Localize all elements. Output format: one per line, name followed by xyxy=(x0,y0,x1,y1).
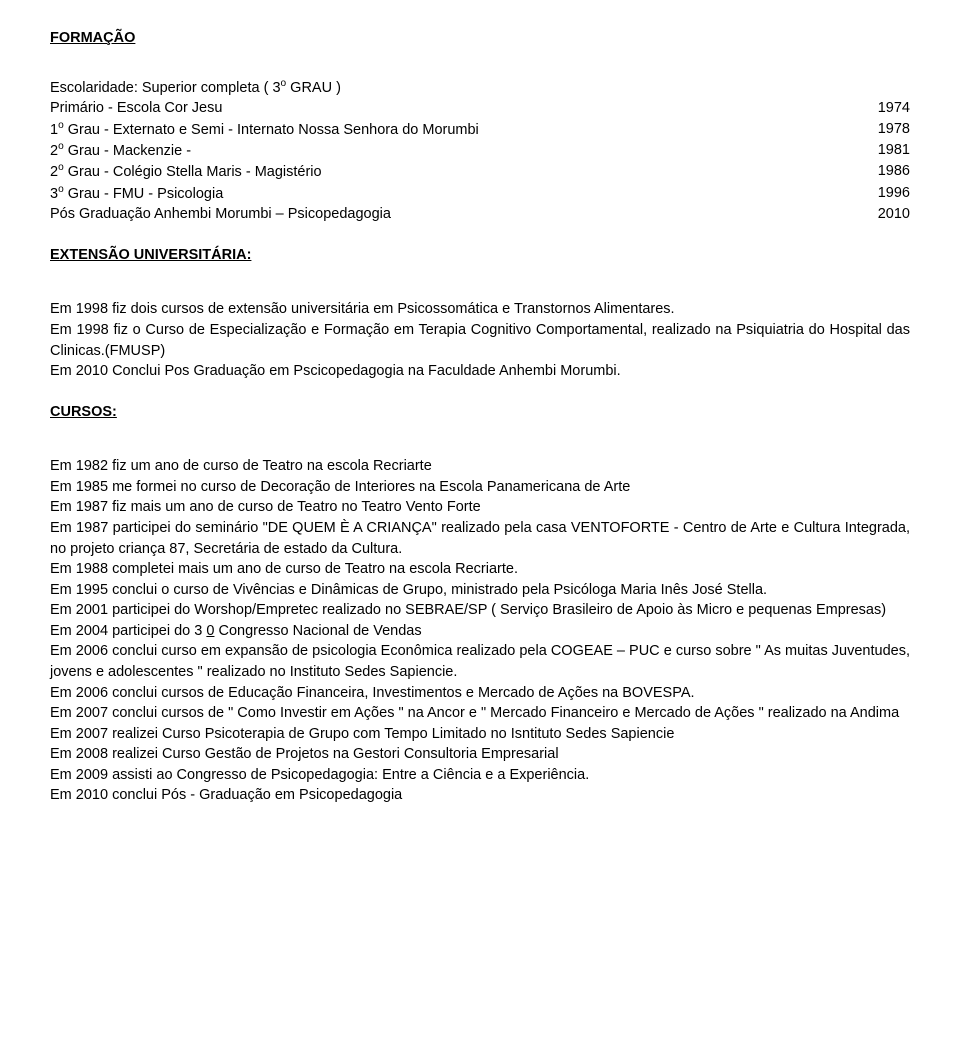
cursos-title: CURSOS: xyxy=(50,402,910,423)
formacao-row: 2o Grau - Colégio Stella Maris - Magisté… xyxy=(50,161,910,182)
formacao-row-label: Primário - Escola Cor Jesu xyxy=(50,98,878,119)
cursos-p8-post: Congresso Nacional de Vendas xyxy=(214,623,421,639)
escolaridade-pre: Escolaridade: Superior completa ( 3 xyxy=(50,79,281,95)
escolaridade-tail: GRAU ) xyxy=(286,79,341,95)
cursos-p7: Em 2001 participei do Worshop/Empretec r… xyxy=(50,600,910,621)
cursos-p1: Em 1982 fiz um ano de curso de Teatro na… xyxy=(50,456,910,477)
formacao-row-year: 1986 xyxy=(878,161,910,182)
cursos-p12: Em 2007 realizei Curso Psicoterapia de G… xyxy=(50,724,910,745)
formacao-title: FORMAÇÃO xyxy=(50,28,910,49)
cursos-p10: Em 2006 conclui cursos de Educação Finan… xyxy=(50,683,910,704)
extensao-p2: Em 1998 fiz o Curso de Especialização e … xyxy=(50,320,910,361)
formacao-row-label: Pós Graduação Anhembi Morumbi – Psicoped… xyxy=(50,204,878,225)
formacao-row-label-pre: 3 xyxy=(50,186,58,202)
formacao-row-year: 1974 xyxy=(878,98,910,119)
formacao-row-label-post: Grau - Colégio Stella Maris - Magistério xyxy=(64,164,322,180)
cursos-p15: Em 2010 conclui Pós - Graduação em Psico… xyxy=(50,785,910,806)
formacao-row-label-post: Grau - FMU - Psicologia xyxy=(64,186,224,202)
formacao-row: Pós Graduação Anhembi Morumbi – Psicoped… xyxy=(50,204,910,225)
formacao-row-label-post: Grau - Mackenzie - xyxy=(64,143,191,159)
formacao-row-label: 3o Grau - FMU - Psicologia xyxy=(50,183,878,204)
formacao-row-year: 1981 xyxy=(878,140,910,161)
cursos-p2: Em 1985 me formei no curso de Decoração … xyxy=(50,477,910,498)
formacao-row: 2o Grau - Mackenzie -1981 xyxy=(50,140,910,161)
formacao-rows: Primário - Escola Cor Jesu 19741o Grau - … xyxy=(50,98,910,225)
extensao-p1: Em 1998 fiz dois cursos de extensão univ… xyxy=(50,299,910,320)
formacao-row-label-post: Grau - Externato e Semi - Internato Noss… xyxy=(64,121,479,137)
cursos-p6: Em 1995 conclui o curso de Vivências e D… xyxy=(50,580,910,601)
cursos-p14: Em 2009 assisti ao Congresso de Psicoped… xyxy=(50,765,910,786)
formacao-row-label-pre: Pós Graduação Anhembi Morumbi – Psicoped… xyxy=(50,206,391,222)
cursos-p13: Em 2008 realizei Curso Gestão de Projeto… xyxy=(50,744,910,765)
escolaridade-line: Escolaridade: Superior completa ( 3o GRA… xyxy=(50,77,910,98)
cursos-p9: Em 2006 conclui curso em expansão de psi… xyxy=(50,641,910,682)
cursos-p3: Em 1987 fiz mais um ano de curso de Teat… xyxy=(50,497,910,518)
cursos-p11: Em 2007 conclui cursos de " Como Investi… xyxy=(50,703,910,724)
cursos-p8-pre: Em 2004 participei do 3 xyxy=(50,623,206,639)
cursos-p5: Em 1988 completei mais um ano de curso d… xyxy=(50,559,910,580)
formacao-row-year: 1996 xyxy=(878,183,910,204)
formacao-row-label: 2o Grau - Mackenzie - xyxy=(50,140,878,161)
formacao-row-label-pre: Primário - Escola Cor Jesu xyxy=(50,100,222,116)
formacao-row-year: 2010 xyxy=(878,204,910,225)
formacao-row-label: 1o Grau - Externato e Semi - Internato N… xyxy=(50,119,878,140)
cursos-p8: Em 2004 participei do 3 0 Congresso Naci… xyxy=(50,621,910,642)
formacao-row-year: 1978 xyxy=(878,119,910,140)
formacao-row: Primário - Escola Cor Jesu 1974 xyxy=(50,98,910,119)
formacao-row: 3o Grau - FMU - Psicologia1996 xyxy=(50,183,910,204)
formacao-row-label: 2o Grau - Colégio Stella Maris - Magisté… xyxy=(50,161,878,182)
formacao-row-label-pre: 1 xyxy=(50,121,58,137)
extensao-title: EXTENSÃO UNIVERSITÁRIA: xyxy=(50,245,910,266)
formacao-row: 1o Grau - Externato e Semi - Internato N… xyxy=(50,119,910,140)
extensao-p3: Em 2010 Conclui Pos Graduação em Pscicop… xyxy=(50,361,910,382)
formacao-row-label-pre: 2 xyxy=(50,164,58,180)
cursos-p4: Em 1987 participei do seminário "DE QUEM… xyxy=(50,518,910,559)
formacao-row-label-pre: 2 xyxy=(50,143,58,159)
